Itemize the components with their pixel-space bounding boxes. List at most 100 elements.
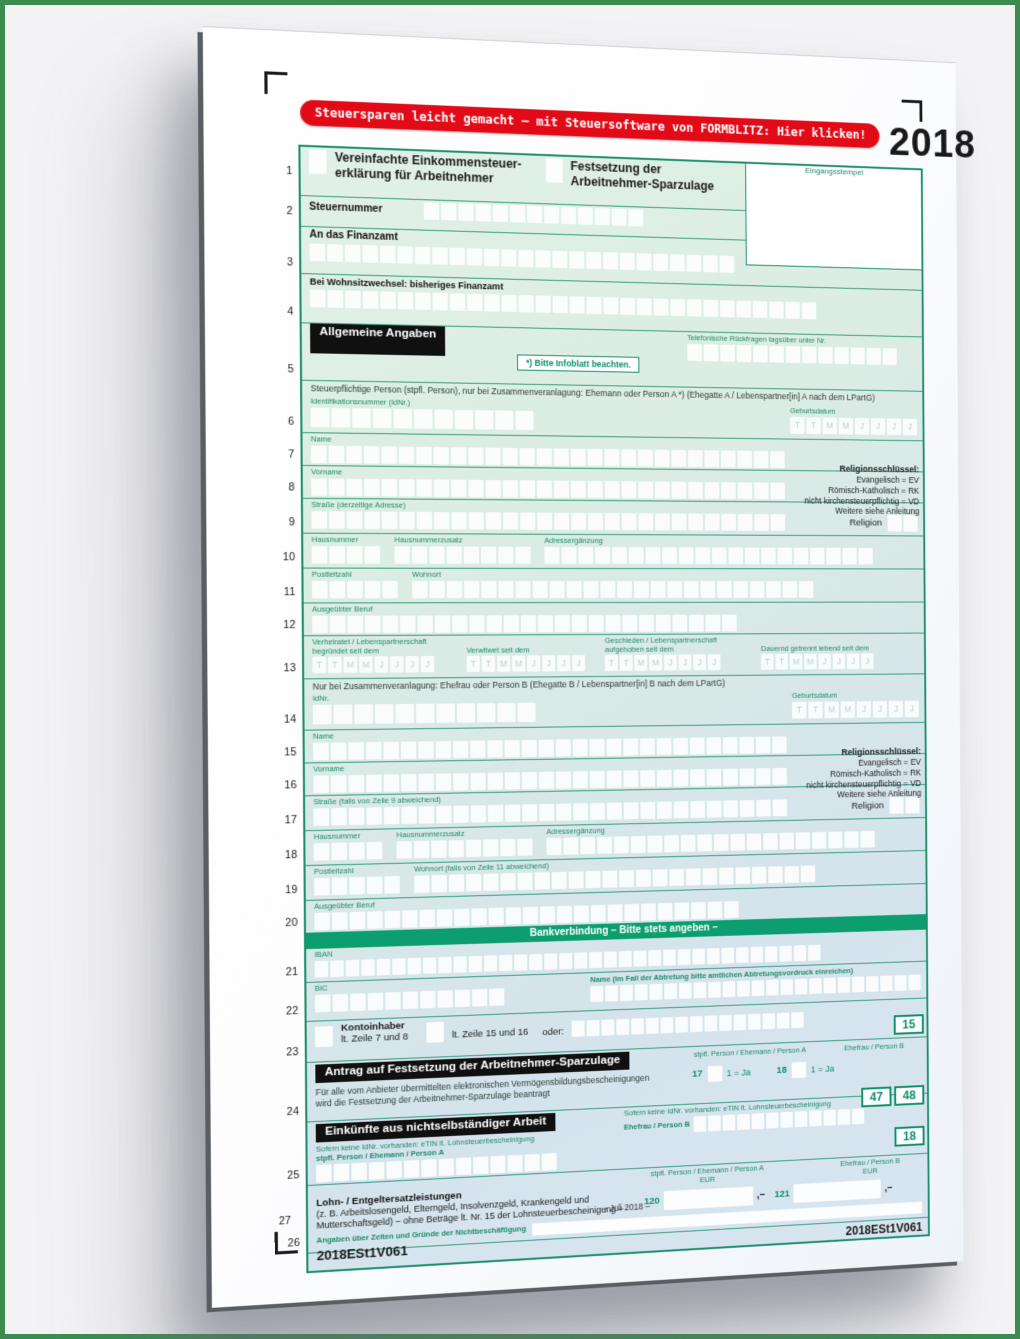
kontoinhaber-15-16-label: lt. Zeile 15 und 16 xyxy=(451,1027,529,1042)
hausnummerzusatz-label: Hausnummerzusatz xyxy=(394,535,463,545)
antrag-col-a-label: stpfl. Person / Ehemann / Person A xyxy=(693,1045,807,1059)
line-number: 6 xyxy=(287,415,295,428)
line-number: 21 xyxy=(285,965,299,979)
line-number: 4 xyxy=(287,305,294,318)
line-number: 8 xyxy=(288,481,295,494)
line-number: 26 xyxy=(287,1236,300,1250)
antrag-col-b-label: Ehefrau / Person B xyxy=(844,1041,904,1053)
plz-boxes[interactable] xyxy=(311,580,398,598)
beruf-label: Ausgeübter Beruf xyxy=(312,604,373,614)
geschieden-label: Geschieden / Lebenspartnerschaft aufgeho… xyxy=(604,635,718,654)
kontoinhaber-7-8-label: lt. Zeile 7 und 8 xyxy=(341,1031,409,1046)
line-number: 18 xyxy=(284,848,298,862)
line-number: 17 xyxy=(284,813,297,827)
idnr-boxes[interactable] xyxy=(310,407,534,430)
eingangsstempel-label: Eingangsstempel xyxy=(804,165,864,177)
eur-col-b-label: Ehefrau / Person B EUR xyxy=(840,1156,901,1176)
steuernummer-label: Steuernummer xyxy=(309,201,383,216)
line-number: 7 xyxy=(288,448,295,461)
hausnummer-b-boxes[interactable] xyxy=(313,841,383,861)
plz-b-boxes[interactable] xyxy=(313,875,400,896)
oder-label: oder: xyxy=(542,1026,564,1038)
strasse-boxes[interactable] xyxy=(311,510,786,531)
line-number: 23 xyxy=(286,1045,299,1059)
line-number: 14 xyxy=(283,713,297,726)
eur-col-a-label: stpfl. Person / Ehemann / Person A EUR xyxy=(650,1163,764,1185)
year-label: 2018 xyxy=(888,120,976,167)
line-number: 22 xyxy=(285,1004,299,1018)
kontoinhaber-7-8-checkbox[interactable] xyxy=(315,1025,333,1048)
relkey-vd: nicht kirchensteuerpflichtig = VD xyxy=(804,495,920,506)
form-code-inside: 2018ESt1V061 xyxy=(845,1220,923,1239)
verwitwet-label: Verwitwet seit dem xyxy=(466,644,530,655)
line-number: 2 xyxy=(286,204,293,217)
field-17-checkbox[interactable] xyxy=(707,1065,722,1082)
steuernummer-boxes[interactable] xyxy=(423,202,643,227)
line-number: 20 xyxy=(285,916,298,930)
line-number: 25 xyxy=(287,1169,300,1182)
wohnort-boxes[interactable] xyxy=(412,580,814,598)
hausnummer-b-label: Hausnummer xyxy=(313,831,361,842)
beruf-boxes[interactable] xyxy=(312,614,918,633)
line-number: 3 xyxy=(286,256,293,269)
hausnummer-boxes[interactable] xyxy=(311,545,381,564)
hausnummer-label: Hausnummer xyxy=(311,534,359,545)
getrennt-label: Dauernd getrennt lebend seit dem xyxy=(760,643,870,653)
tax-form: 1 Vereinfachte Einkommensteuer- erklärun… xyxy=(283,144,930,1274)
field-18-number: 18 xyxy=(776,1064,787,1077)
ad-banner-link[interactable]: Steuersparen leicht gemacht – mit Steuer… xyxy=(300,99,880,149)
etin-b-person-label: Ehefrau / Person B xyxy=(623,1119,690,1132)
cropmark-top-right-icon xyxy=(902,100,923,122)
line-number: 19 xyxy=(285,883,298,897)
adressergaenzung-boxes[interactable] xyxy=(544,546,873,565)
line-number: 16 xyxy=(284,779,297,792)
form-type-checkbox-sparzulage[interactable] xyxy=(545,158,563,183)
field-17-number: 17 xyxy=(692,1068,703,1080)
line-number: 10 xyxy=(282,551,296,564)
line-number: 12 xyxy=(283,618,296,632)
religion-label: Religion xyxy=(849,517,882,529)
refbox-48: 48 xyxy=(894,1084,925,1106)
line-number: 5 xyxy=(287,363,294,376)
line-number: 11 xyxy=(283,586,296,599)
relkey-more: Weitere siehe Anleitung xyxy=(835,505,920,517)
line-number: 24 xyxy=(286,1105,299,1119)
adressergaenzung-label: Adressergänzung xyxy=(544,535,603,546)
line-number: 9 xyxy=(288,516,295,529)
wohnort-label: Wohnort xyxy=(411,569,441,579)
idnr-b-boxes[interactable] xyxy=(312,702,536,725)
form-type-checkbox-est[interactable] xyxy=(308,149,327,175)
religionsschluessel-key: Religionsschlüssel: Evangelisch = EV Röm… xyxy=(804,463,919,516)
kontoinhaber-15-16-checkbox[interactable] xyxy=(426,1021,444,1043)
refbox-47: 47 xyxy=(861,1086,892,1108)
hausnummerzusatz-boxes[interactable] xyxy=(394,545,531,564)
section-allgemeine-angaben: Allgemeine Angaben xyxy=(310,323,446,356)
plz-label: Postleitzahl xyxy=(311,569,352,579)
line-number: 1 xyxy=(286,164,293,177)
religion-boxes[interactable] xyxy=(887,514,918,532)
line-number: 15 xyxy=(284,746,297,759)
line-number: 13 xyxy=(283,661,296,675)
cropmark-top-left-icon xyxy=(264,71,287,95)
line-number: 27 xyxy=(278,1214,292,1228)
geburtsdatum-b-label: Geburtsdatum xyxy=(791,690,838,700)
form-sheet: Steuersparen leicht gemacht – mit Steuer… xyxy=(202,26,976,1308)
hausnummerzusatz-b-boxes[interactable] xyxy=(396,838,533,859)
refbox-18: 18 xyxy=(894,1125,925,1147)
field-18-checkbox[interactable] xyxy=(791,1061,806,1078)
kontoinhaber-name-boxes[interactable] xyxy=(571,1011,804,1037)
field-18-ja-label: 1 = Ja xyxy=(810,1063,835,1075)
religionsschluessel-key-b: Religionsschlüssel: Evangelisch = EV Röm… xyxy=(806,746,921,800)
religion-b-label: Religion xyxy=(851,799,884,812)
refbox-15: 15 xyxy=(893,1014,924,1035)
eingangsstempel-box: Eingangsstempel xyxy=(745,162,923,271)
verheiratet-label: Verheiratet / Lebenspartnerschaft begrün… xyxy=(312,636,427,656)
field-17-ja-label: 1 = Ja xyxy=(726,1066,751,1078)
infoblatt-note: *) Bitte Infoblatt beachten. xyxy=(516,354,640,373)
